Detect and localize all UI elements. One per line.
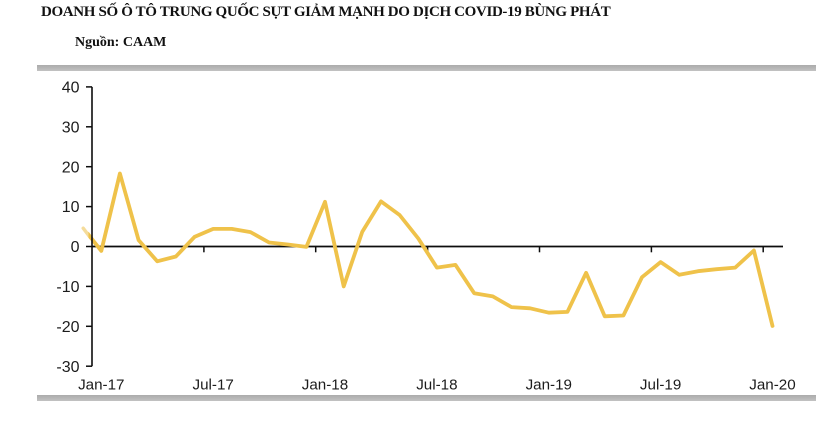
svg-text:Jan-19: Jan-19 (526, 377, 572, 394)
svg-text:-20: -20 (56, 319, 79, 336)
svg-text:Jan-18: Jan-18 (302, 377, 348, 394)
svg-text:10: 10 (62, 199, 80, 216)
svg-text:30: 30 (62, 119, 80, 136)
svg-text:Jul-17: Jul-17 (193, 377, 234, 394)
svg-text:-10: -10 (56, 279, 79, 296)
svg-text:Jan-20: Jan-20 (749, 377, 795, 394)
svg-text:Jul-18: Jul-18 (416, 377, 457, 394)
svg-text:20: 20 (62, 159, 80, 176)
svg-text:Jul-19: Jul-19 (640, 377, 681, 394)
svg-text:Jan-17: Jan-17 (78, 377, 124, 394)
svg-text:-30: -30 (56, 359, 79, 376)
svg-text:0: 0 (71, 239, 80, 256)
svg-text:40: 40 (62, 80, 80, 97)
